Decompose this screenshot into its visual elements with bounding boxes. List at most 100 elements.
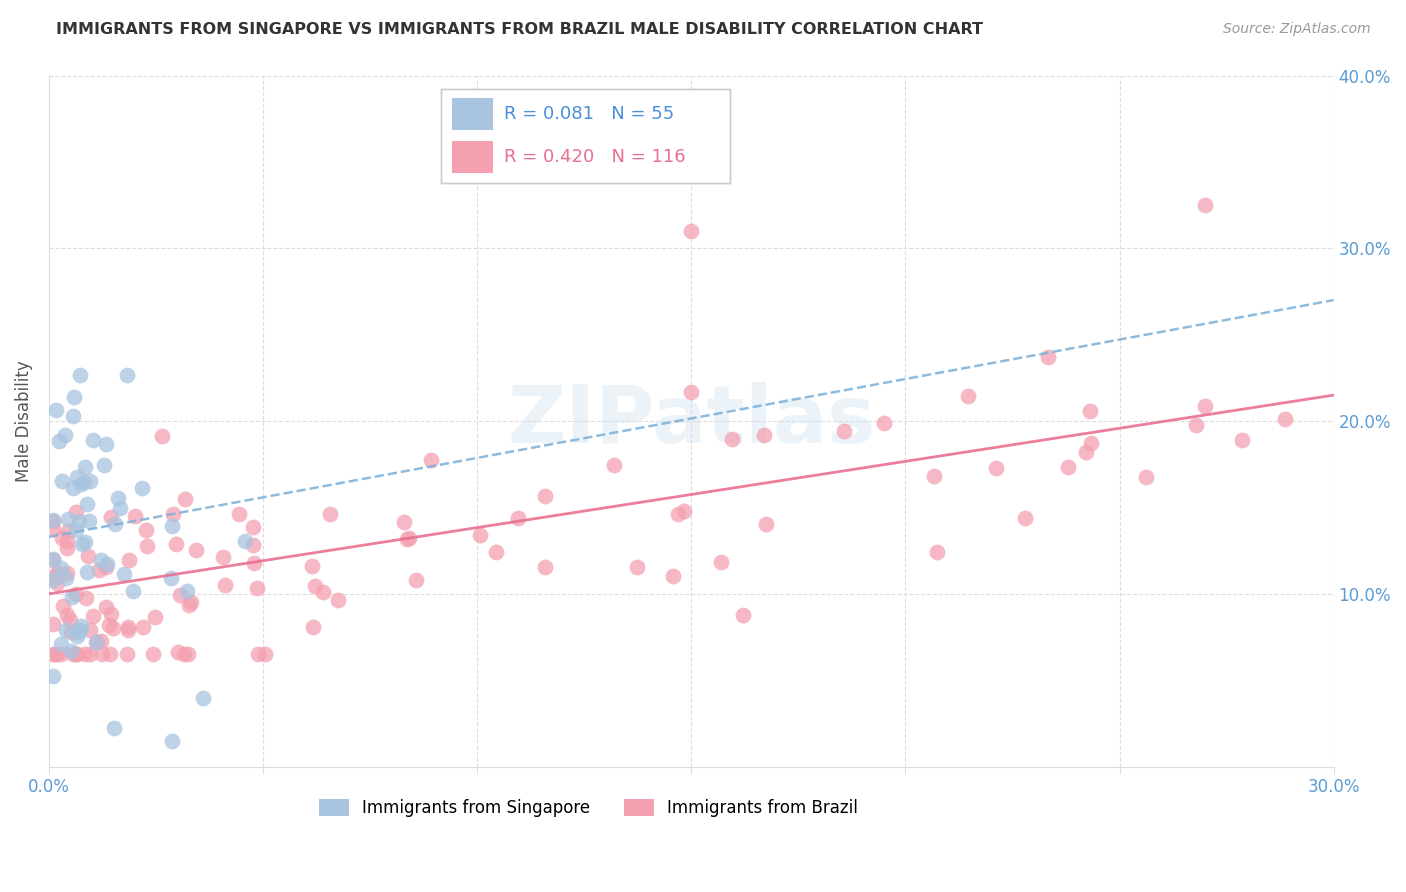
Point: [96, 557, 118, 571]
Point: [243, 556, 266, 570]
Point: [118, 552, 141, 566]
Point: [212, 549, 235, 564]
Point: [48, 434, 70, 449]
Point: [160, 733, 183, 747]
Point: [143, 609, 166, 624]
Point: [76, 497, 98, 511]
Point: [302, 620, 325, 634]
Point: [142, 647, 165, 661]
Point: [159, 571, 181, 585]
Point: [112, 566, 135, 581]
Point: [925, 545, 948, 559]
Point: [65, 647, 87, 661]
Point: [135, 539, 157, 553]
Point: [96, 600, 118, 615]
Point: [392, 516, 415, 530]
Point: [77, 515, 100, 529]
Point: [1080, 435, 1102, 450]
Point: [242, 520, 264, 534]
Point: [62, 647, 84, 661]
Point: [42, 669, 65, 683]
Point: [67, 514, 90, 528]
Point: [42, 647, 65, 661]
Point: [117, 620, 139, 634]
Point: [65, 505, 87, 519]
Point: [42, 552, 65, 566]
Point: [246, 581, 269, 595]
Point: [69, 368, 91, 383]
Point: [150, 429, 173, 443]
Point: [58, 512, 80, 526]
Point: [69, 619, 91, 633]
Point: [72, 537, 94, 551]
Point: [53, 427, 76, 442]
Point: [312, 585, 335, 599]
Point: [66, 647, 89, 661]
Point: [66, 470, 89, 484]
Point: [710, 555, 733, 569]
Point: [75, 591, 97, 605]
Point: [405, 574, 427, 588]
Point: [177, 599, 200, 613]
Point: [49, 647, 72, 661]
Point: [82, 609, 104, 624]
Point: [60, 590, 83, 604]
Point: [662, 569, 685, 583]
Point: [720, 432, 742, 446]
Point: [42, 617, 65, 632]
Point: [755, 516, 778, 531]
Point: [90, 634, 112, 648]
Point: [1056, 459, 1078, 474]
Point: [1135, 470, 1157, 484]
Point: [233, 533, 256, 548]
Point: [76, 565, 98, 579]
Point: [319, 507, 342, 521]
Text: IMMIGRANTS FROM SINGAPORE VS IMMIGRANTS FROM BRAZIL MALE DISABILITY CORRELATION : IMMIGRANTS FROM SINGAPORE VS IMMIGRANTS …: [56, 22, 983, 37]
Point: [242, 538, 264, 552]
Point: [62, 390, 84, 404]
Point: [626, 560, 648, 574]
Point: [173, 647, 195, 661]
Point: [75, 647, 97, 661]
Point: [45, 403, 67, 417]
Point: [173, 491, 195, 506]
Point: [44, 647, 66, 661]
Point: [1274, 411, 1296, 425]
Point: [984, 461, 1007, 475]
Point: [672, 504, 695, 518]
Point: [70, 476, 93, 491]
Point: [103, 721, 125, 735]
Point: [90, 647, 112, 661]
Point: [1185, 418, 1208, 433]
Point: [100, 607, 122, 622]
Point: [42, 514, 65, 528]
Point: [66, 625, 89, 640]
Point: [162, 518, 184, 533]
Point: [534, 489, 557, 503]
Point: [162, 507, 184, 521]
Point: [93, 458, 115, 472]
Point: [42, 553, 65, 567]
Point: [301, 558, 323, 573]
Point: [180, 595, 202, 609]
Point: [65, 629, 87, 643]
Point: [65, 587, 87, 601]
Point: [115, 368, 138, 382]
Y-axis label: Male Disability: Male Disability: [15, 360, 32, 482]
Point: [90, 553, 112, 567]
Point: [1074, 445, 1097, 459]
Point: [1038, 350, 1060, 364]
Point: [131, 481, 153, 495]
Point: [49, 561, 72, 575]
Point: [420, 453, 443, 467]
Point: [51, 637, 73, 651]
Point: [100, 647, 122, 661]
Point: [603, 458, 626, 473]
Point: [58, 524, 80, 538]
Point: [62, 482, 84, 496]
Point: [42, 513, 65, 527]
Point: [470, 528, 492, 542]
Point: [752, 428, 775, 442]
Point: [398, 531, 420, 545]
Point: [45, 647, 67, 661]
